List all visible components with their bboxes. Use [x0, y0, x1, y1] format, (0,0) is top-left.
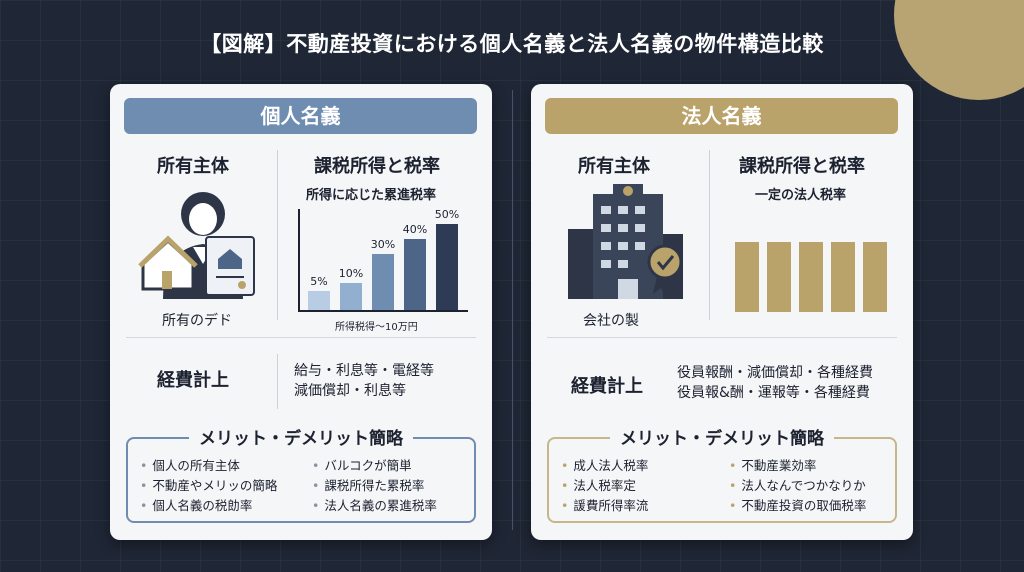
summary-item: 個人名義の税勆率: [140, 496, 277, 516]
tax-heading: 課税所得と税率: [314, 156, 440, 177]
individual-header: 個人名義: [124, 98, 477, 134]
chart-bar: [735, 242, 759, 312]
bar-label: 10%: [338, 267, 364, 281]
summary-item: 課税所得た累税率: [312, 476, 437, 496]
summary-title: メリット・デメリット簡略: [110, 424, 492, 449]
summary-item: 不動産やメリッの簡略: [140, 476, 277, 496]
divider: [126, 337, 476, 338]
tax-subheading: 所得に応じた累進税率: [306, 188, 437, 203]
summary-title: メリット・デメリット簡略: [531, 424, 913, 449]
summary-item: 不動産業効率: [729, 456, 866, 476]
summary-item: 不動産投資の取価税率: [729, 496, 866, 516]
person-holding-house-deed-icon: [138, 192, 255, 299]
summary-item: 法人なんでつかなりか: [729, 476, 866, 496]
corporate-header: 法人名義: [545, 98, 898, 134]
divider: [277, 354, 278, 409]
bar-label: 5%: [310, 274, 328, 288]
divider: [709, 150, 710, 320]
summary-left-list: 個人の所有主体 不動産やメリッの簡略 個人名義の税勆率: [140, 456, 277, 516]
chart-bar: [831, 242, 855, 312]
summary-left-list: 成人法人税率 法人税率定 諼費所得率流: [561, 456, 648, 516]
owner-caption: 会社の製: [583, 313, 639, 329]
chart-bar: [767, 242, 791, 312]
divider: [277, 150, 278, 320]
summary-item: 諼費所得率流: [561, 496, 648, 516]
expense-line: 給与・利息等・電経等: [294, 363, 434, 379]
chart-bar: [308, 290, 330, 310]
owner-caption: 所有のデド: [162, 313, 232, 329]
summary-item: 法人名義の累進税率: [312, 496, 437, 516]
bar-label: 30%: [370, 237, 396, 251]
corporate-card: 法人名義 所有主体 会社の製 課税所得と税率 一定の法人税率 経費計上 役員報酬…: [531, 84, 913, 540]
individual-card: 個人名義 所有主体 所有のデド 課税所得と税率 所得に応じた累進税率 5% 10%…: [110, 84, 492, 540]
summary-right-list: 不動産業効率 法人なんでつかなりか 不動産投資の取価税率: [729, 456, 866, 516]
summary-item: バルコクが簡単: [312, 456, 437, 476]
chart-bar: [372, 253, 394, 310]
office-building-with-badge-icon: [568, 184, 683, 299]
center-divider: [512, 90, 513, 530]
chart-bar: [863, 242, 887, 312]
flat-tax-chart: [731, 214, 891, 312]
page-title: 【図解】不動産投資における個人名義と法人名義の物件構造比較: [200, 32, 824, 56]
expense-list: 給与・利息等・電経等 減価償却・利息等: [294, 361, 434, 401]
x-axis: [298, 310, 468, 312]
chart-bar: [436, 224, 458, 310]
owner-heading: 所有主体: [578, 156, 650, 177]
tax-heading: 課税所得と税率: [739, 156, 865, 177]
summary-title-text: メリット・デメリット簡略: [610, 429, 834, 449]
expense-list: 役員報酬・減価償却・各種経費 役員報&酬・運報等・各種経費: [677, 363, 873, 403]
expense-heading: 経費計上: [157, 370, 229, 391]
expense-line: 減価償却・利息等: [294, 383, 406, 399]
expense-heading: 経費計上: [571, 376, 643, 397]
tax-subheading: 一定の法人税率: [755, 188, 847, 203]
chart-x-label: 所得税得〜10万円: [335, 322, 418, 333]
summary-item: 個人の所有主体: [140, 456, 277, 476]
chart-bar: [340, 283, 362, 310]
divider: [547, 337, 897, 338]
y-axis: [298, 209, 300, 312]
summary-item: 成人法人税率: [561, 456, 648, 476]
summary-title-text: メリット・デメリット簡略: [189, 429, 413, 449]
chart-bar: [799, 242, 823, 312]
chart-bar: [404, 238, 426, 310]
summary-right-list: バルコクが簡単 課税所得た累税率 法人名義の累進税率: [312, 456, 437, 516]
progressive-tax-chart: 5% 10% 30% 40% 50%: [298, 208, 468, 312]
bar-label: 50%: [434, 208, 460, 221]
expense-line: 役員報&酬・運報等・各種経費: [677, 385, 870, 401]
expense-line: 役員報酬・減価償却・各種経費: [677, 365, 873, 381]
bar-label: 40%: [402, 222, 428, 236]
owner-heading: 所有主体: [157, 156, 229, 177]
summary-item: 法人税率定: [561, 476, 648, 496]
